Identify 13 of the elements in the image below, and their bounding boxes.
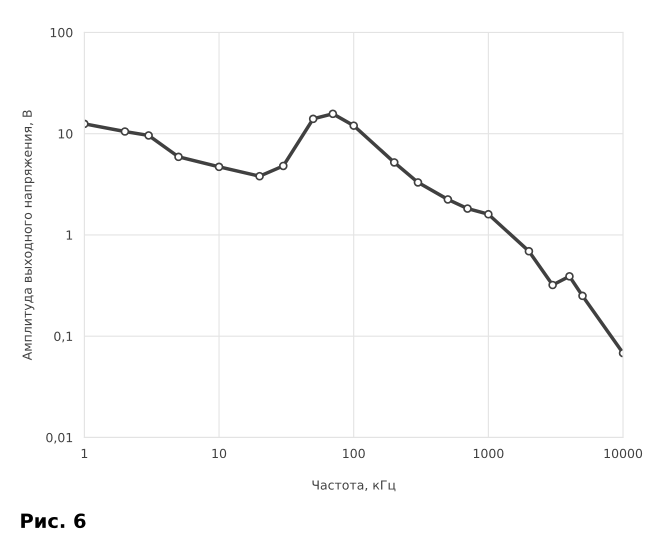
- y-tick-label: 10: [58, 129, 72, 139]
- text: Рис. 6: [21, 513, 86, 528]
- x-tick-label: 100: [343, 448, 365, 458]
- y-axis-title: Амплитуда выходного напряжения, В: [22, 110, 34, 360]
- y-tick-label: 100: [50, 28, 72, 38]
- y-tick-label: 1: [66, 230, 72, 240]
- x-tick-label: 10000: [604, 448, 642, 458]
- x-tick-label: 10: [212, 448, 226, 458]
- x-axis-title: Частота, кГц: [312, 480, 396, 492]
- x-tick-label: 1: [82, 448, 88, 458]
- y-tick-label: 0,01: [46, 432, 72, 444]
- x-tick-label: 1000: [474, 448, 504, 458]
- y-tick-label: 0,1: [54, 332, 72, 342]
